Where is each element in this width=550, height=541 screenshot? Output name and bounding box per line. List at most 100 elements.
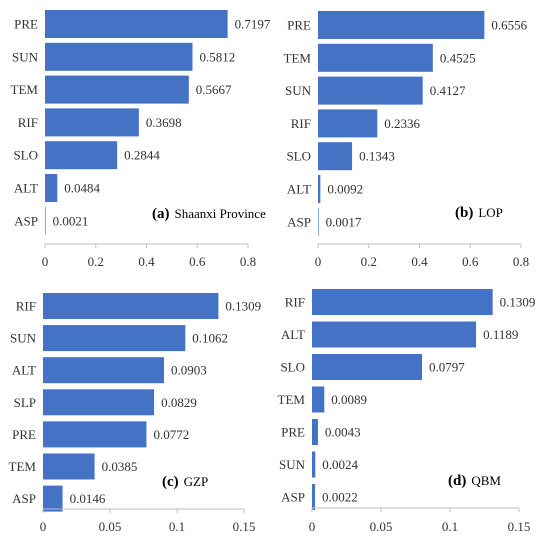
panel-name: QBM — [471, 473, 501, 488]
bar-tem — [318, 43, 433, 72]
panel-name: Shaanxi Province — [175, 206, 267, 221]
chart-panel-2: RIF 0.1309 SUN 0.1062 ALT 0.0903 SLP 0.0829 PRE 0… — [9, 293, 261, 534]
category-label-slp: SLP — [14, 395, 36, 410]
bar-sun — [43, 325, 186, 352]
bar-rif — [318, 109, 378, 138]
data-label-asp: 0.0022 — [322, 490, 358, 505]
data-label-tem: 0.5667 — [196, 82, 232, 97]
category-label-pre: PRE — [12, 427, 36, 442]
category-label-alt: ALT — [14, 181, 38, 196]
x-tick-label: 0.05 — [99, 519, 122, 534]
category-label-sun: SUN — [12, 49, 39, 64]
x-tick-label: 0.4 — [138, 254, 155, 269]
x-tick-label: 0 — [42, 254, 49, 269]
category-label-rif: RIF — [18, 115, 38, 130]
data-label-rif: 0.2336 — [384, 116, 420, 131]
data-label-slp: 0.0829 — [161, 395, 197, 410]
bar-asp — [312, 484, 316, 510]
panel-annotation: (b) LOP — [455, 205, 503, 221]
bar-slo — [318, 142, 353, 171]
x-tick-label: 0.6 — [189, 254, 206, 269]
bar-rif — [45, 108, 139, 137]
panel-letter: (d) — [448, 473, 466, 489]
x-tick-label: 0.05 — [370, 519, 393, 534]
category-label-asp: ASP — [287, 214, 311, 229]
category-label-asp: ASP — [12, 491, 36, 506]
x-tick-label: 0 — [309, 519, 316, 534]
data-label-pre: 0.0043 — [325, 425, 361, 440]
panel-name: LOP — [478, 205, 503, 220]
category-label-asp: ASP — [281, 490, 305, 505]
category-label-alt: ALT — [281, 327, 305, 342]
bar-tem — [45, 75, 189, 104]
bar-asp — [318, 207, 319, 236]
bar-pre — [312, 419, 318, 445]
x-tick-label: 0.15 — [233, 519, 256, 534]
bar-sun — [45, 42, 193, 71]
bar-asp — [45, 206, 46, 235]
panel-annotation: (c) GZP — [162, 474, 208, 490]
data-label-tem: 0.0385 — [102, 459, 138, 474]
category-label-slo: SLO — [13, 148, 38, 163]
panel-name: GZP — [184, 474, 209, 489]
data-label-asp: 0.0146 — [70, 491, 106, 506]
x-tick-label: 0 — [315, 254, 322, 269]
data-label-sun: 0.0024 — [322, 457, 358, 472]
data-label-rif: 0.1309 — [225, 299, 261, 314]
x-tick-label: 0.1 — [169, 519, 185, 534]
data-label-rif: 0.3698 — [146, 115, 182, 130]
bar-tem — [312, 386, 325, 413]
category-label-sun: SUN — [279, 457, 306, 472]
category-label-rif: RIF — [285, 295, 305, 310]
bar-sun — [318, 76, 423, 105]
bar-slo — [45, 141, 118, 170]
category-label-asp: ASP — [14, 213, 38, 228]
x-tick-label: 0.8 — [240, 254, 256, 269]
data-label-asp: 0.0017 — [326, 214, 362, 229]
chart-panel-0: PRE 0.7197 SUN 0.5812 TEM 0.5667 RIF 0.3698 SLO 0… — [11, 10, 271, 269]
data-label-slo: 0.2844 — [124, 148, 160, 163]
category-label-slo: SLO — [286, 149, 311, 164]
data-label-alt: 0.0903 — [171, 363, 207, 378]
category-label-tem: TEM — [9, 459, 37, 474]
panel-letter: (a) — [152, 206, 170, 222]
category-label-rif: RIF — [16, 299, 36, 314]
category-label-sun: SUN — [10, 331, 37, 346]
panel-letter: (c) — [162, 474, 179, 490]
panel-letter: (b) — [455, 205, 473, 221]
x-tick-label: 0.4 — [411, 254, 428, 269]
data-label-tem: 0.0089 — [331, 392, 367, 407]
bar-alt — [312, 321, 477, 348]
bar-pre — [45, 10, 228, 38]
x-tick-label: 0.2 — [361, 254, 377, 269]
x-tick-label: 0.1 — [442, 519, 458, 534]
category-label-alt: ALT — [12, 363, 36, 378]
category-label-pre: PRE — [281, 425, 305, 440]
panel-annotation: (d) QBM — [448, 473, 501, 489]
bar-tem — [43, 453, 95, 480]
x-tick-label: 0.15 — [508, 519, 531, 534]
data-label-pre: 0.7197 — [235, 17, 271, 32]
category-label-pre: PRE — [14, 17, 38, 32]
category-label-slo: SLO — [280, 360, 305, 375]
x-tick-label: 0 — [40, 519, 47, 534]
bar-sun — [312, 451, 316, 478]
x-tick-label: 0.2 — [88, 254, 104, 269]
bar-rif — [43, 293, 219, 319]
data-label-sun: 0.4127 — [430, 83, 466, 98]
data-label-pre: 0.6556 — [491, 18, 527, 33]
data-label-pre: 0.0772 — [153, 427, 189, 442]
x-tick-label: 0.8 — [513, 254, 529, 269]
category-label-alt: ALT — [287, 182, 311, 197]
bar-alt — [318, 175, 321, 203]
data-label-sun: 0.1062 — [192, 331, 228, 346]
data-label-sun: 0.5812 — [199, 49, 235, 64]
data-label-alt: 0.0484 — [64, 181, 100, 196]
bar-rif — [312, 289, 493, 315]
category-label-pre: PRE — [287, 18, 311, 33]
data-label-tem: 0.4525 — [440, 50, 476, 65]
chart-panel-1: PRE 0.6556 TEM 0.4525 SUN 0.4127 RIF 0.2336 SLO 0… — [284, 11, 529, 269]
category-label-tem: TEM — [278, 392, 306, 407]
data-label-slo: 0.1343 — [359, 149, 395, 164]
